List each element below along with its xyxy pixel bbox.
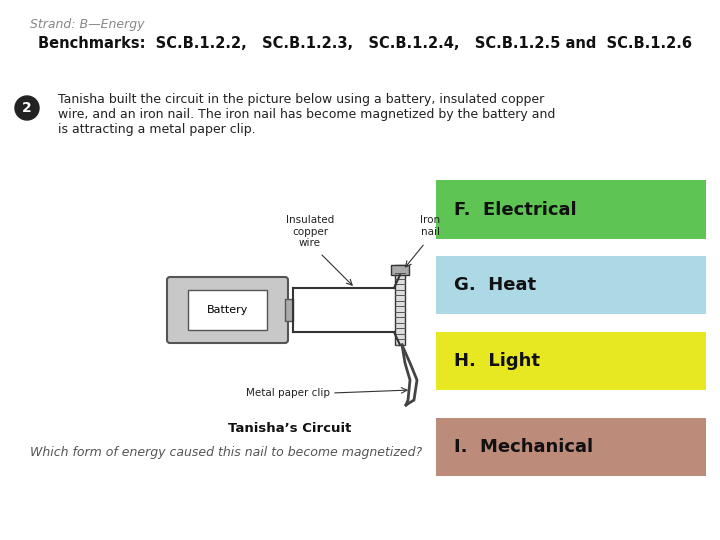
Bar [285,299,293,321]
Bar [395,265,405,345]
Text: Metal paper clip: Metal paper clip [246,388,330,398]
Text: Battery: Battery [207,305,248,315]
Text: Strand: B—Energy: Strand: B—Energy [30,18,145,31]
Text: Tanisha built the circuit in the picture below using a battery, insulated copper: Tanisha built the circuit in the picture… [58,93,544,106]
Text: G.  Heat: G. Heat [454,276,536,294]
Text: Iron
nail: Iron nail [420,215,440,237]
FancyBboxPatch shape [167,277,288,343]
Bar [436,418,706,476]
Bar [436,180,706,239]
Text: H.  Light: H. Light [454,352,539,370]
Bar [436,332,706,390]
Text: wire, and an iron nail. The iron nail has become magnetized by the battery and: wire, and an iron nail. The iron nail ha… [58,108,555,121]
Text: I.  Mechanical: I. Mechanical [454,438,593,456]
Text: Benchmarks:  SC.B.1.2.2,   SC.B.1.2.3,   SC.B.1.2.4,   SC.B.1.2.5 and  SC.B.1.2.: Benchmarks: SC.B.1.2.2, SC.B.1.2.3, SC.B… [38,36,692,51]
Text: Tanisha’s Circuit: Tanisha’s Circuit [228,422,351,435]
Bar [391,265,409,275]
Bar [436,256,706,314]
Circle shape [15,96,39,120]
Bar [188,290,267,330]
Text: 2: 2 [22,101,32,115]
Text: is attracting a metal paper clip.: is attracting a metal paper clip. [58,123,256,136]
Text: Insulated
copper
wire: Insulated copper wire [286,215,334,248]
Text: F.  Electrical: F. Electrical [454,200,576,219]
Text: Which form of energy caused this nail to become magnetized?: Which form of energy caused this nail to… [30,446,422,459]
